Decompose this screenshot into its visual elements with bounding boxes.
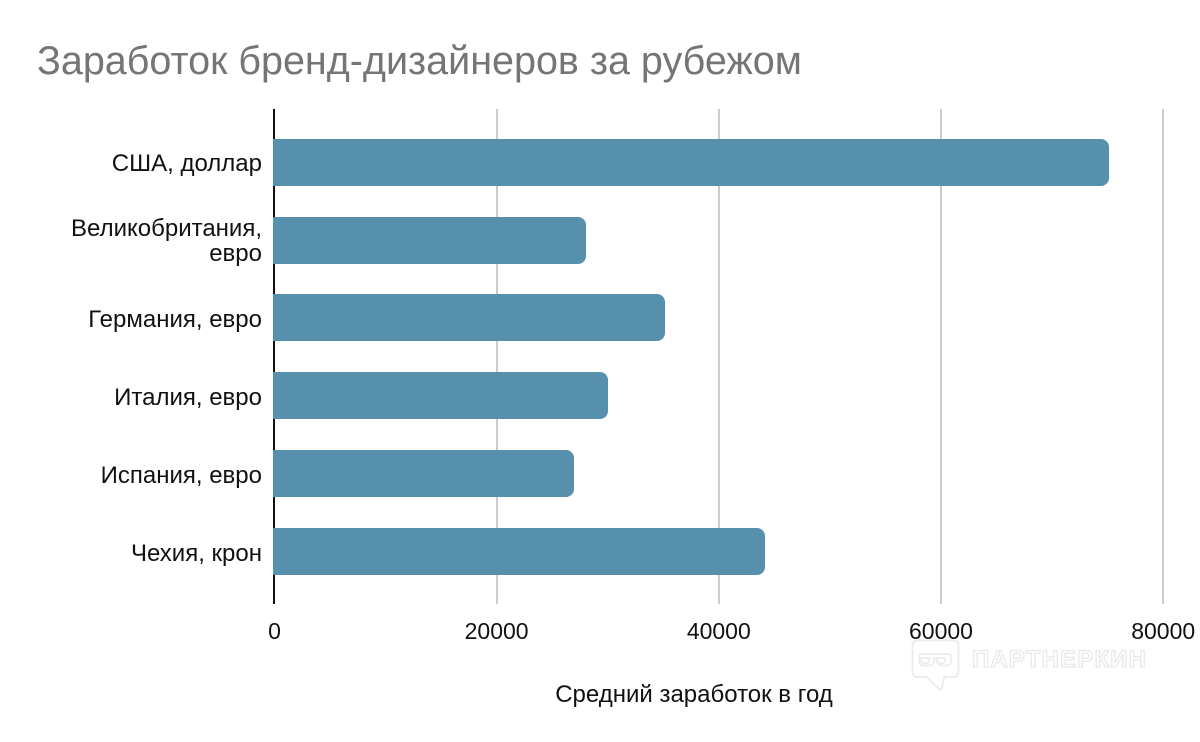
svg-text:ПАРТНЕРКИН: ПАРТНЕРКИН — [972, 646, 1147, 673]
